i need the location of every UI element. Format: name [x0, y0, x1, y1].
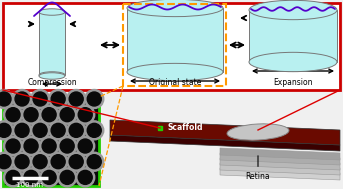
Circle shape: [0, 155, 11, 169]
Circle shape: [51, 123, 65, 137]
Circle shape: [13, 121, 32, 140]
Circle shape: [15, 92, 29, 106]
Text: Original state: Original state: [149, 78, 201, 87]
Circle shape: [42, 139, 56, 153]
Bar: [123, 4, 226, 86]
Circle shape: [76, 168, 95, 187]
Polygon shape: [39, 12, 65, 75]
Circle shape: [33, 92, 47, 106]
Circle shape: [33, 155, 47, 169]
Circle shape: [69, 92, 83, 106]
Circle shape: [85, 90, 104, 108]
Polygon shape: [249, 10, 337, 62]
Circle shape: [60, 139, 74, 153]
Ellipse shape: [39, 72, 65, 78]
Ellipse shape: [249, 0, 337, 20]
Circle shape: [0, 121, 13, 140]
Circle shape: [78, 170, 92, 184]
Circle shape: [87, 92, 101, 106]
Circle shape: [33, 123, 47, 137]
Circle shape: [51, 92, 65, 106]
Polygon shape: [110, 120, 340, 145]
Ellipse shape: [39, 9, 65, 15]
Polygon shape: [127, 8, 223, 72]
Circle shape: [15, 155, 29, 169]
Circle shape: [42, 108, 56, 122]
Text: 100 nm: 100 nm: [16, 182, 44, 188]
Ellipse shape: [39, 73, 65, 79]
Circle shape: [51, 155, 65, 169]
Text: Scaffold: Scaffold: [168, 123, 203, 132]
Circle shape: [58, 168, 77, 187]
Polygon shape: [220, 163, 340, 175]
Circle shape: [3, 136, 23, 156]
Ellipse shape: [249, 52, 337, 72]
Circle shape: [13, 152, 32, 171]
Circle shape: [6, 108, 20, 122]
Circle shape: [3, 168, 23, 187]
Ellipse shape: [127, 0, 223, 17]
Circle shape: [0, 152, 13, 171]
Circle shape: [24, 170, 38, 184]
Circle shape: [76, 105, 95, 124]
Circle shape: [22, 105, 40, 124]
Circle shape: [85, 152, 104, 171]
Circle shape: [69, 123, 83, 137]
Circle shape: [67, 121, 86, 140]
Circle shape: [67, 90, 86, 108]
Circle shape: [31, 121, 50, 140]
Circle shape: [42, 170, 56, 184]
Circle shape: [40, 168, 59, 187]
Ellipse shape: [227, 124, 289, 140]
Circle shape: [67, 152, 86, 171]
Circle shape: [78, 108, 92, 122]
Polygon shape: [220, 168, 340, 180]
Circle shape: [40, 105, 59, 124]
Circle shape: [22, 136, 40, 156]
Circle shape: [0, 92, 11, 106]
Circle shape: [69, 155, 83, 169]
Circle shape: [13, 90, 32, 108]
Circle shape: [31, 90, 50, 108]
Circle shape: [6, 139, 20, 153]
Text: Compression: Compression: [27, 78, 77, 87]
Circle shape: [3, 105, 23, 124]
Circle shape: [76, 136, 95, 156]
Circle shape: [24, 108, 38, 122]
Ellipse shape: [127, 63, 223, 81]
Bar: [3, 3, 340, 90]
Text: Retina: Retina: [246, 156, 270, 181]
Polygon shape: [110, 135, 340, 151]
Circle shape: [60, 170, 74, 184]
Circle shape: [15, 123, 29, 137]
Circle shape: [49, 121, 68, 140]
Circle shape: [49, 90, 68, 108]
Circle shape: [22, 168, 40, 187]
Circle shape: [58, 105, 77, 124]
Circle shape: [60, 108, 74, 122]
Polygon shape: [220, 153, 340, 165]
Circle shape: [0, 123, 11, 137]
Circle shape: [87, 155, 101, 169]
Circle shape: [24, 139, 38, 153]
Circle shape: [58, 136, 77, 156]
Circle shape: [6, 170, 20, 184]
Polygon shape: [220, 158, 340, 170]
Circle shape: [87, 123, 101, 137]
Polygon shape: [220, 148, 340, 160]
Circle shape: [78, 139, 92, 153]
Circle shape: [49, 152, 68, 171]
Circle shape: [31, 152, 50, 171]
Circle shape: [40, 136, 59, 156]
Text: Expansion: Expansion: [273, 78, 313, 87]
Circle shape: [85, 121, 104, 140]
Circle shape: [0, 90, 13, 108]
Bar: [3, 97, 99, 186]
